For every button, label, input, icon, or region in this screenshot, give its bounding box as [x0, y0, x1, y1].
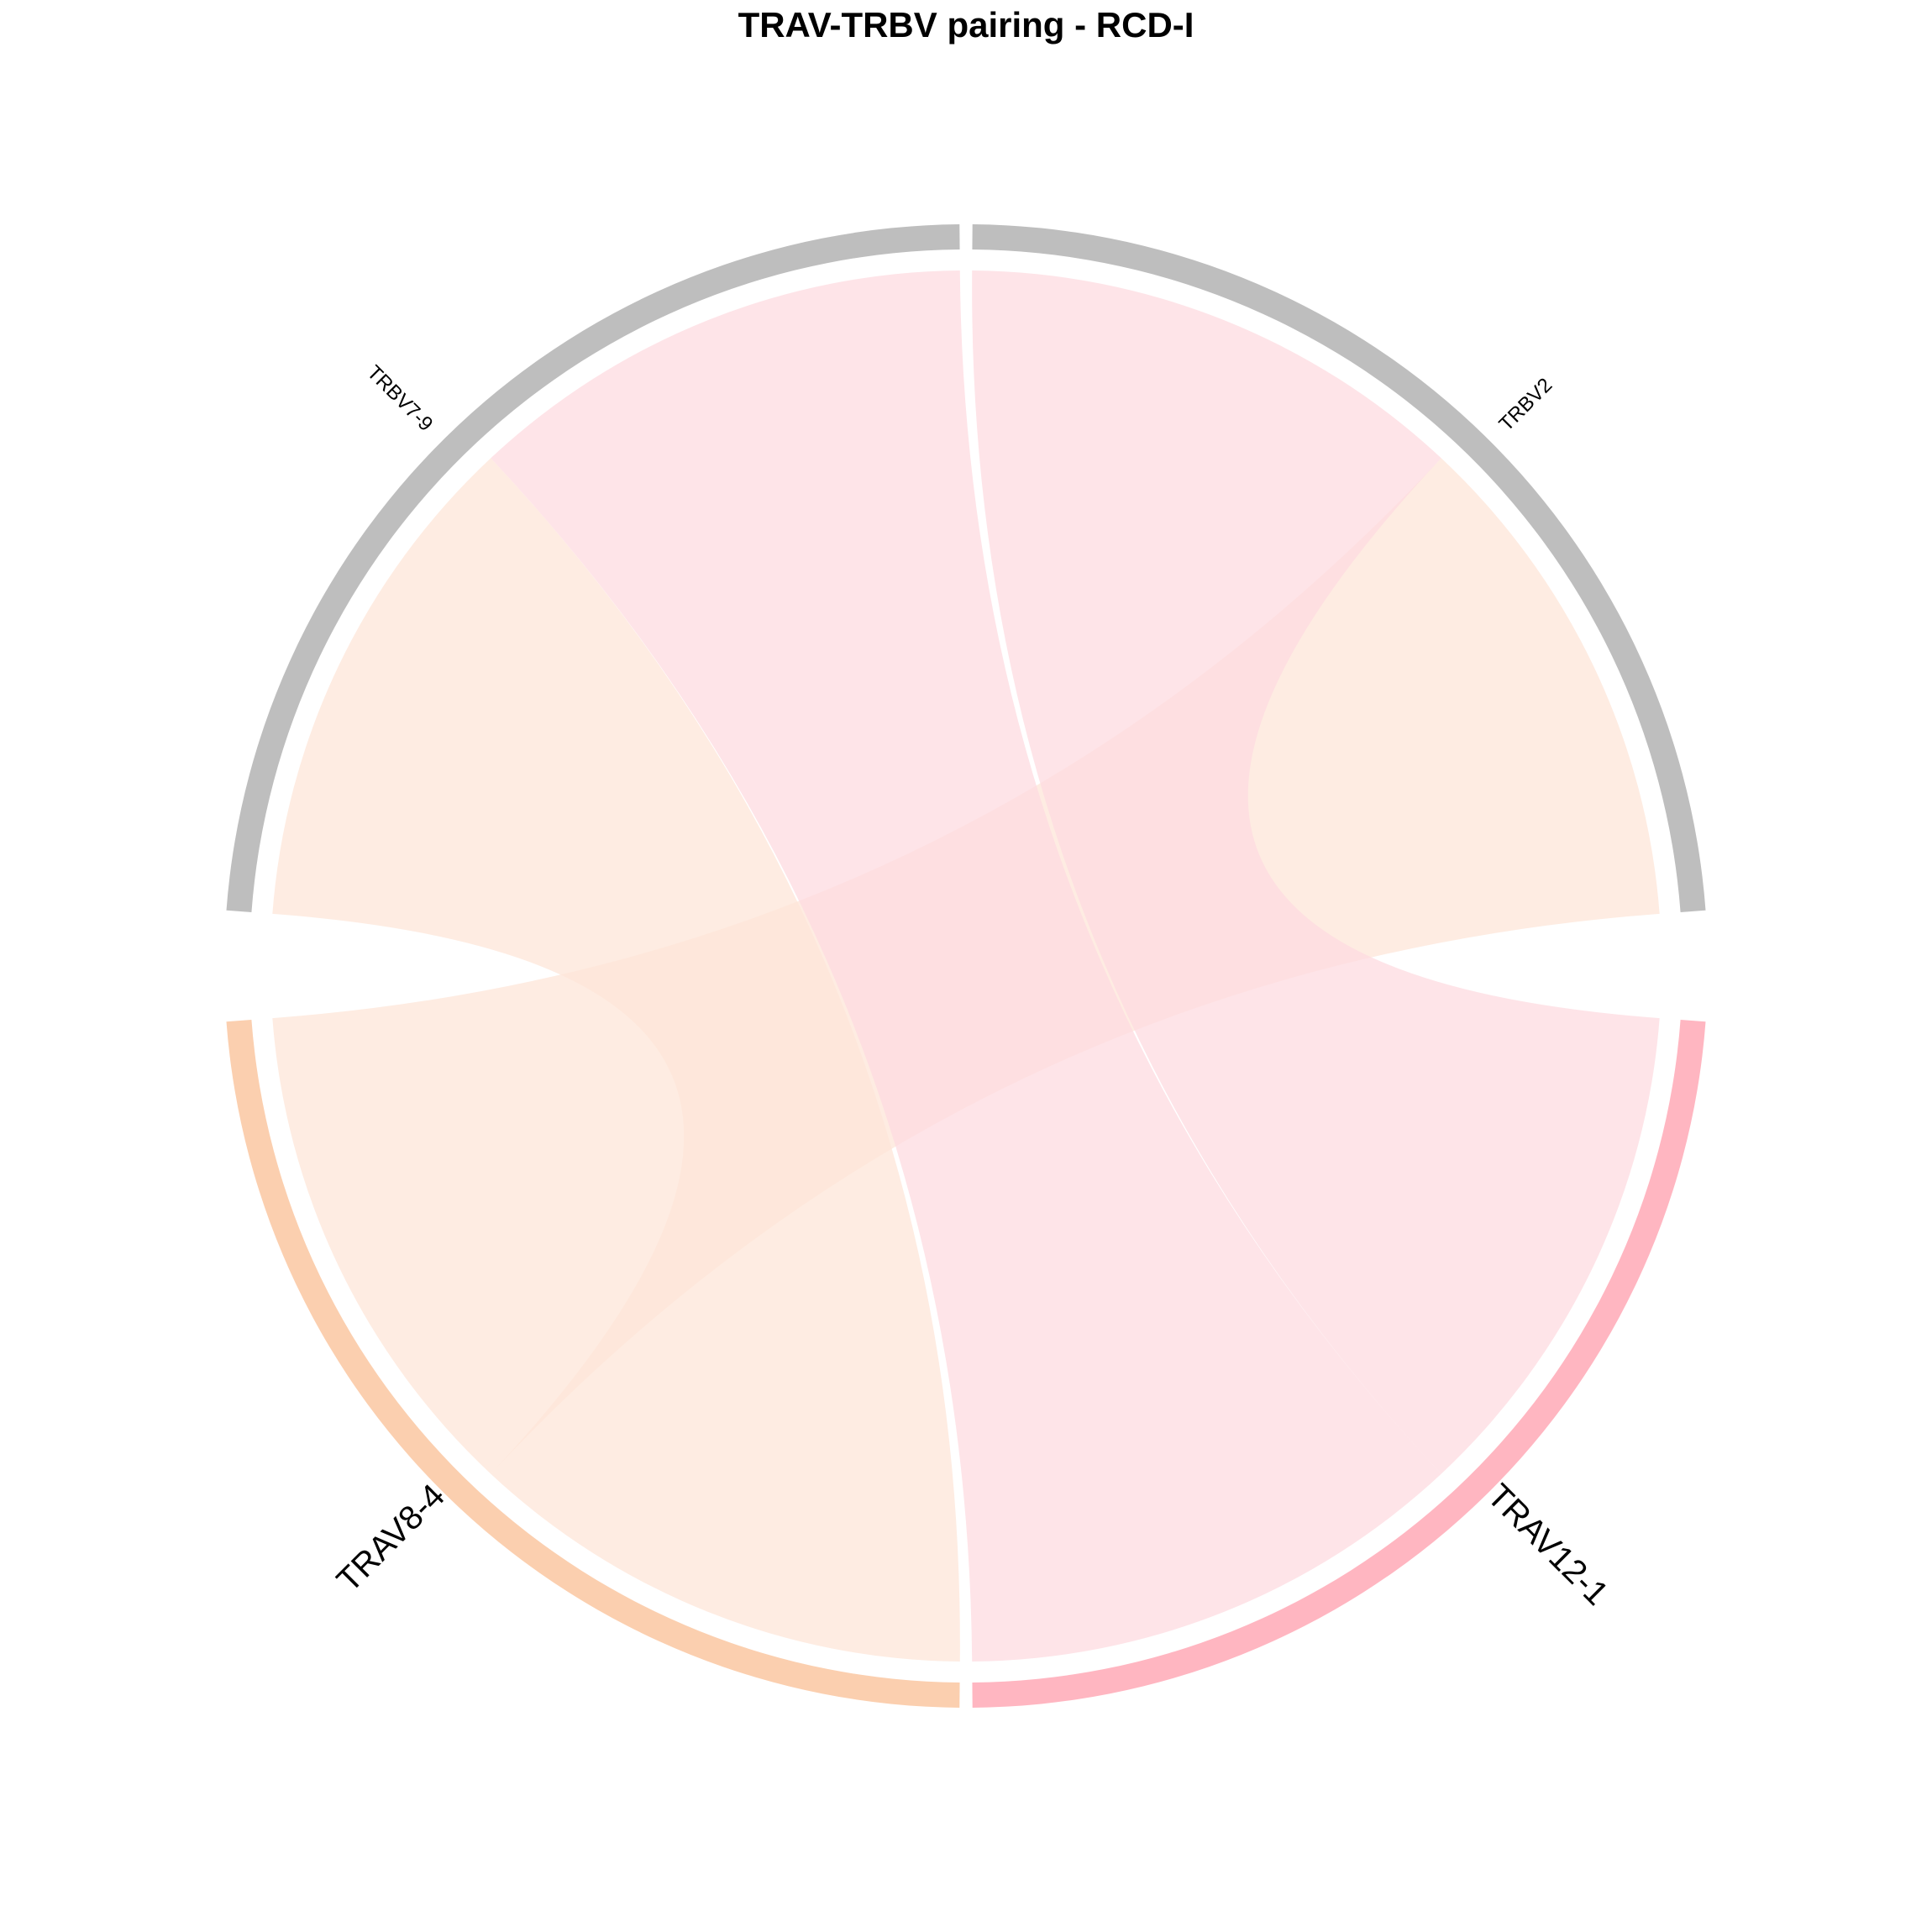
link-trav12-1-trbv7-9 — [491, 270, 1441, 1662]
sector-label-trav12-1: TRAV12-1 — [1480, 1478, 1615, 1613]
link-trav12-1-trbv2 — [972, 270, 1660, 1474]
sector-label-trbv2: TRBV2 — [1495, 374, 1557, 436]
sector-label-trbv7-9: TRBV7-9 — [363, 361, 438, 436]
links-layer — [272, 270, 1660, 1662]
sector-label-trav8-4: TRAV8-4 — [330, 1478, 452, 1599]
chart-title: TRAV-TRBV pairing - RCD-I — [738, 5, 1194, 45]
link-trav8-4-trbv7-9 — [272, 458, 960, 1662]
